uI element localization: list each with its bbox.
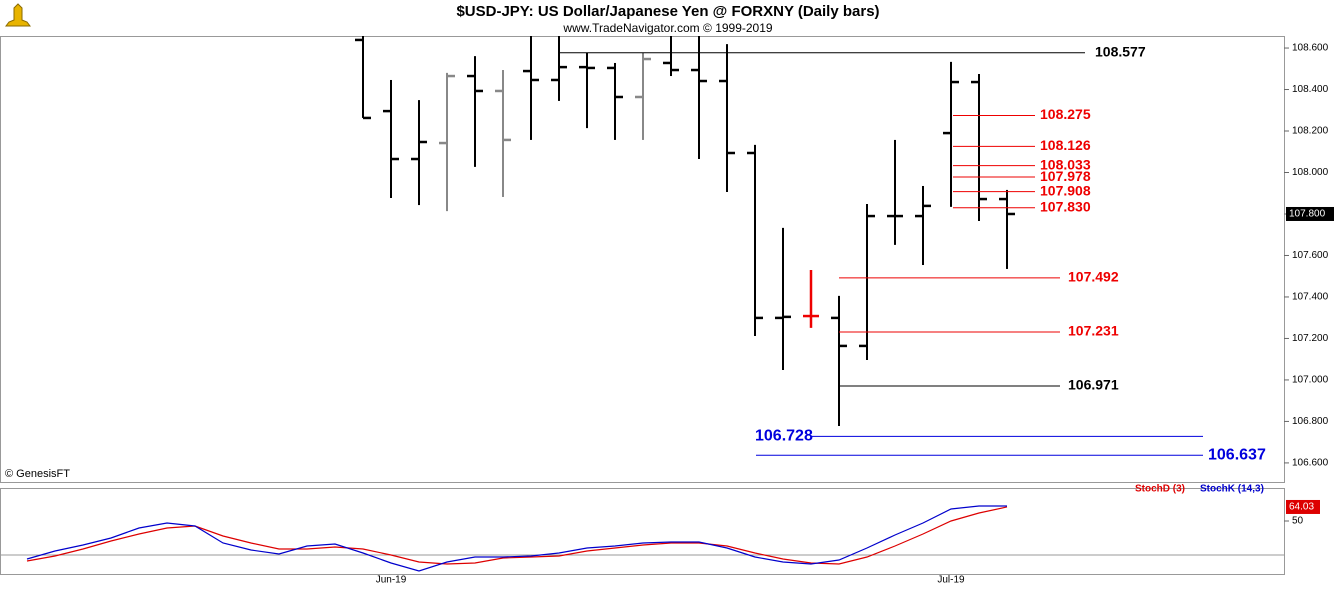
y-tick-label: 108.600 <box>1292 43 1329 54</box>
chart-subtitle: www.TradeNavigator.com © 1999-2019 <box>562 21 772 35</box>
price-plot <box>355 36 1015 426</box>
level-label: 106.637 <box>1208 446 1266 463</box>
last-value-box <box>1286 499 1320 514</box>
level-label: 108.126 <box>1040 137 1091 153</box>
level-label: 108.577 <box>1095 44 1146 60</box>
chart-title: $USD-JPY: US Dollar/Japanese Yen @ FORXN… <box>456 3 879 20</box>
level-label: 107.908 <box>1040 182 1091 198</box>
level-label: 106.971 <box>1068 377 1119 393</box>
level-label: 107.492 <box>1068 269 1119 285</box>
y-tick-label: 108.200 <box>1292 126 1329 137</box>
level-label: 107.978 <box>1040 168 1091 184</box>
y-tick-label: 108.400 <box>1292 84 1329 95</box>
x-tick-label: Jun-19 <box>376 575 407 586</box>
last-price-label: 107.800 <box>1289 209 1326 220</box>
stoch-panel <box>0 488 1285 575</box>
stoch-line <box>26 505 1007 572</box>
y-tick-label: 107.600 <box>1292 250 1329 261</box>
level-label: 107.830 <box>1040 198 1091 214</box>
level-label: 107.231 <box>1068 323 1119 339</box>
y-tick-label: 106.800 <box>1292 416 1329 427</box>
y-tick-label: 50 <box>1292 516 1304 527</box>
last-value-label: 64.03 <box>1289 502 1314 513</box>
credit: © GenesisFT <box>5 468 70 480</box>
stoch-line <box>26 506 1008 565</box>
y-tick-label: 106.600 <box>1292 458 1329 469</box>
y-tick-label: 107.000 <box>1292 375 1329 386</box>
last-price-box <box>1286 206 1334 221</box>
x-tick-label: Jul-19 <box>937 575 965 586</box>
legend-entry: StochK (14,3) <box>1200 484 1264 495</box>
level-label: 106.728 <box>755 428 813 445</box>
logo <box>5 3 31 27</box>
y-tick-label: 107.400 <box>1292 292 1329 303</box>
level-label: 108.275 <box>1040 106 1091 122</box>
legend-entry: StochD (3) <box>1135 484 1185 495</box>
y-tick-label: 108.000 <box>1292 167 1329 178</box>
y-tick-label: 107.200 <box>1292 333 1329 344</box>
level-label: 108.033 <box>1040 156 1091 172</box>
